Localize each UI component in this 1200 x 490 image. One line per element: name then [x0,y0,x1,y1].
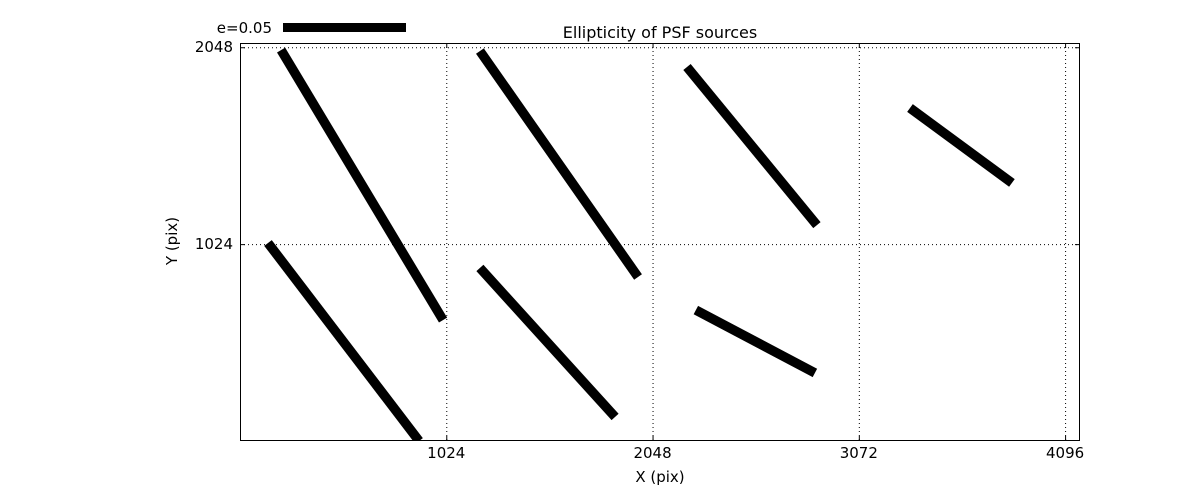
x-axis-label: X (pix) [635,468,685,486]
psf-ellipticity-whisker [476,264,619,421]
x-tick-label: 2048 [633,444,672,462]
whisker-group [264,47,1015,441]
y-tick-label: 2048 [194,38,233,57]
psf-ellipticity-whisker [476,48,642,280]
x-tick-label: 3072 [839,444,878,462]
psf-ellipticity-whisker [683,64,821,229]
psf-ellipticity-whisker [907,104,1015,187]
y-axis-label: Y (pix) [163,216,181,266]
psf-ellipticity-whisker [264,240,423,441]
psf-ellipticity-whisker [277,47,448,323]
x-tick-label: 1024 [427,444,466,462]
legend-scale-bar [283,23,406,32]
chart-title: Ellipticity of PSF sources [562,23,758,42]
psf-ellipticity-whisker [693,305,818,378]
y-tick-label: 1024 [194,235,233,254]
x-tick-label: 4096 [1045,444,1085,462]
legend-label: e=0.05 [216,19,272,37]
plot-border [240,43,1080,441]
